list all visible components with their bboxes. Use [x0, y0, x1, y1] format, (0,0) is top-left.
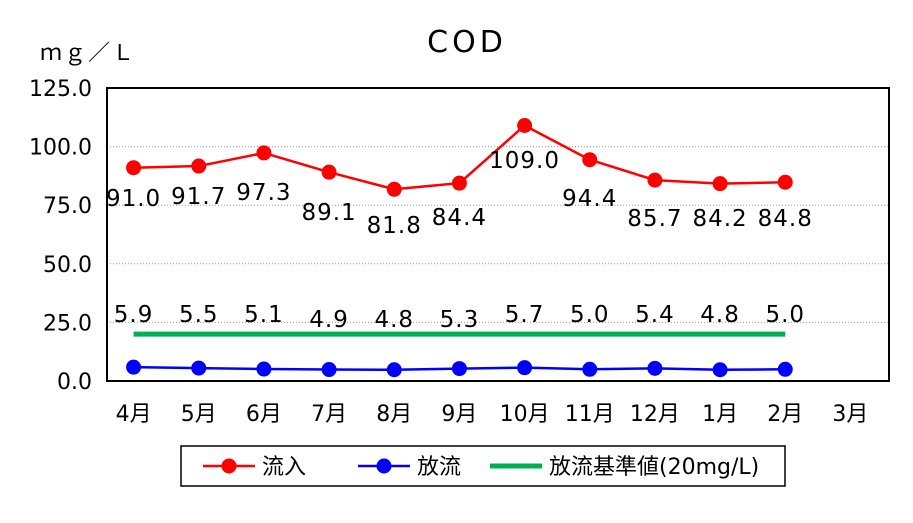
data-label: 81.8: [367, 213, 422, 239]
data-label: 89.1: [301, 200, 356, 226]
data-label: 84.2: [692, 206, 747, 232]
data-point: [191, 158, 207, 174]
y-tick-label: 25.0: [43, 311, 92, 336]
data-point: [517, 360, 533, 376]
x-tick-label: 9月: [441, 402, 477, 427]
y-tick-label: 75.0: [43, 194, 92, 219]
x-axis-ticks: 4月 5月 6月 7月 8月 9月 10月 11月 12月 1月 2月 3月: [116, 402, 869, 427]
x-tick-label: 5月: [181, 402, 217, 427]
data-point: [126, 359, 142, 375]
series-layer: [126, 118, 793, 378]
x-tick-label: 4月: [116, 402, 152, 427]
data-label: 97.3: [236, 180, 291, 206]
data-point: [191, 360, 207, 376]
y-axis-label: ｍｇ／Ｌ: [40, 41, 136, 66]
data-label: 5.4: [635, 302, 675, 328]
data-label: 5.5: [179, 302, 219, 328]
legend-label: 放流: [417, 455, 461, 480]
data-point: [126, 160, 142, 176]
data-label: 91.0: [106, 186, 161, 212]
y-tick-label: 125.0: [29, 77, 92, 102]
data-label: 91.7: [171, 184, 226, 210]
plot-area: [106, 87, 890, 382]
y-tick-label: 50.0: [43, 253, 92, 278]
data-point: [777, 174, 793, 190]
legend-label: 放流基準値(20mg/L): [549, 455, 759, 480]
data-point: [582, 361, 598, 377]
data-point: [647, 360, 663, 376]
y-tick-label: 100.0: [29, 136, 92, 161]
data-label: 4.9: [309, 307, 349, 333]
x-tick-label: 12月: [630, 402, 680, 427]
x-tick-label: 8月: [376, 402, 412, 427]
data-label: 84.8: [758, 206, 813, 232]
data-point: [777, 361, 793, 377]
data-point: [386, 362, 402, 378]
data-label: 5.0: [570, 302, 610, 328]
data-label: 5.9: [114, 302, 154, 328]
data-point: [321, 362, 337, 378]
data-point: [451, 175, 467, 191]
data-labels: 91.0 91.7 97.3 89.1 81.8 84.4 109.094.4 85.7 84.…: [106, 148, 813, 333]
data-label: 94.4: [562, 186, 617, 212]
x-tick-label: 10月: [500, 402, 550, 427]
data-point: [712, 176, 728, 192]
legend-marker: [221, 458, 237, 474]
x-tick-label: 3月: [832, 402, 868, 427]
data-label: 84.4: [432, 205, 487, 231]
data-label: 5.3: [440, 307, 480, 333]
data-label: 5.7: [505, 302, 545, 328]
data-label: 5.0: [765, 302, 805, 328]
data-point: [517, 118, 533, 134]
x-tick-label: 2月: [767, 402, 803, 427]
gridlines: [107, 146, 889, 323]
data-point: [647, 172, 663, 188]
y-tick-label: 0.0: [57, 370, 92, 395]
chart-title: COD: [427, 25, 507, 60]
data-point: [582, 152, 598, 168]
x-tick-label: 1月: [702, 402, 738, 427]
legend-marker: [376, 458, 392, 474]
legend-box: [180, 445, 786, 487]
data-point: [256, 361, 272, 377]
legend: 流入 放流 放流基準値(20mg/L): [180, 445, 786, 487]
data-label: 4.8: [374, 307, 414, 333]
x-tick-label: 7月: [311, 402, 347, 427]
data-label: 85.7: [627, 206, 682, 232]
data-label: 4.8: [700, 302, 740, 328]
data-label: 109.0: [489, 148, 560, 174]
data-point: [321, 164, 337, 180]
data-point: [712, 362, 728, 378]
data-point: [256, 145, 272, 161]
data-point: [386, 181, 402, 197]
data-point: [451, 361, 467, 377]
y-axis-ticks: 125.0 100.0 75.0 50.0 25.0 0.0: [29, 77, 92, 395]
data-label: 5.1: [244, 302, 284, 328]
legend-label: 流入: [262, 455, 306, 480]
x-tick-label: 6月: [246, 402, 282, 427]
x-tick-label: 11月: [565, 402, 615, 427]
